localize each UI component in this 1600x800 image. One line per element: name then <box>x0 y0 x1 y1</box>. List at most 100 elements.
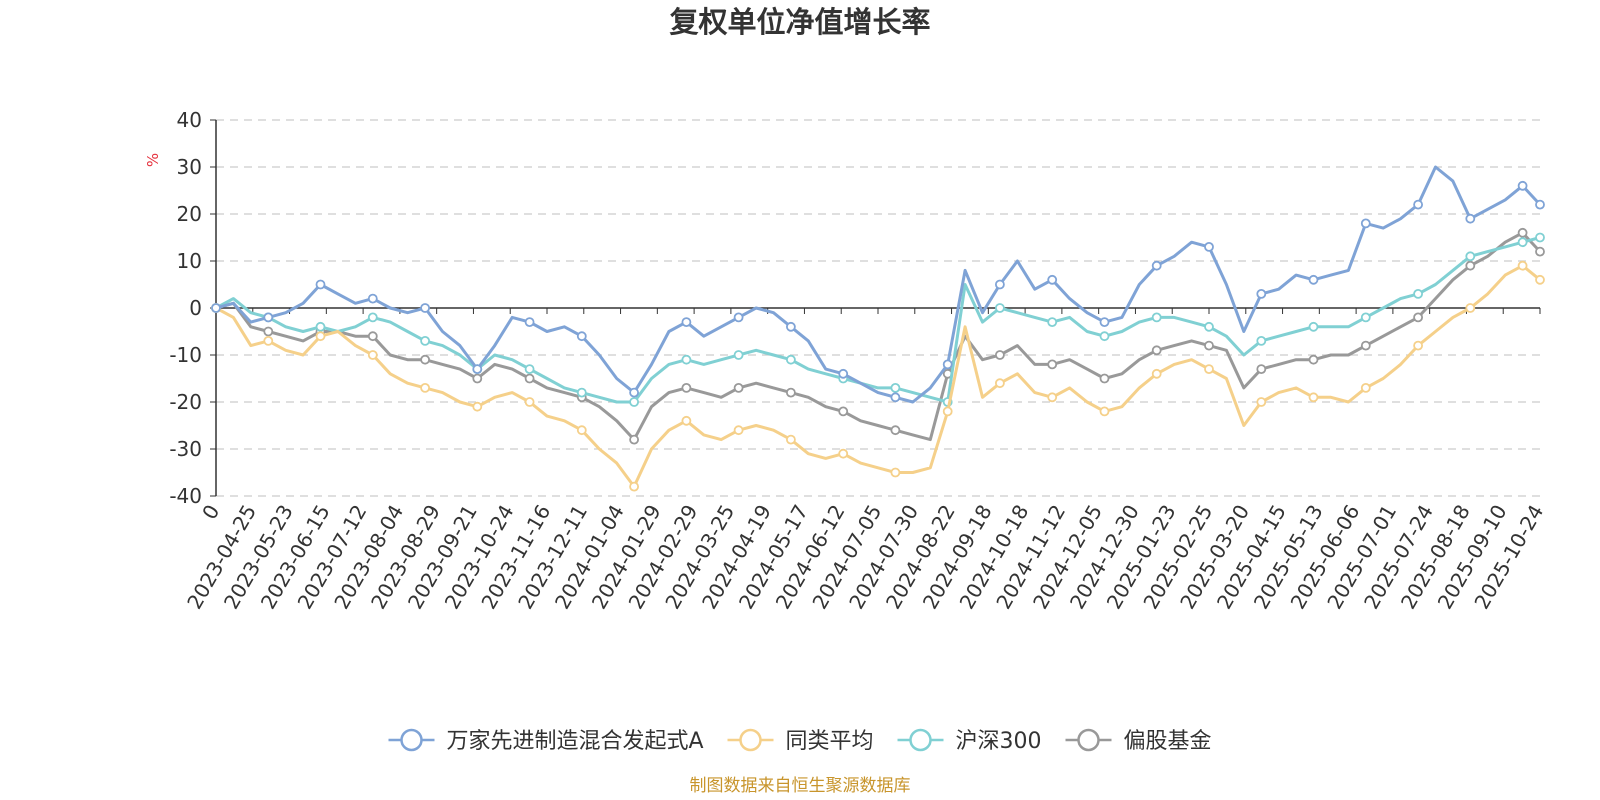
data-point <box>1256 397 1267 407</box>
series-line <box>215 165 1542 404</box>
series-lines <box>211 165 1545 492</box>
grid-lines <box>216 119 1540 497</box>
x-tick-label: 0 <box>197 501 224 524</box>
data-point <box>576 387 587 398</box>
footer-source: 制图数据来自恒生聚源数据库 <box>690 776 911 796</box>
data-point <box>1308 274 1319 285</box>
data-point <box>576 331 587 342</box>
data-point <box>472 401 483 412</box>
data-point <box>1465 303 1476 313</box>
y-tick-label: 20 <box>177 202 202 226</box>
data-point <box>838 406 849 417</box>
data-point <box>420 382 431 393</box>
y-tick-label: 0 <box>189 296 202 320</box>
data-point <box>1256 288 1267 299</box>
y-tick-label: 10 <box>177 249 202 273</box>
data-point <box>1413 340 1423 351</box>
data-point <box>629 481 639 492</box>
data-point <box>733 312 744 323</box>
data-point <box>211 303 221 313</box>
y-tick-label: -30 <box>169 437 202 461</box>
data-point <box>1204 364 1214 375</box>
data-point <box>1308 354 1319 365</box>
data-point <box>1535 232 1545 243</box>
data-point <box>786 321 796 332</box>
data-point <box>681 415 692 426</box>
data-point <box>1047 274 1058 285</box>
data-point <box>1517 227 1528 238</box>
data-point <box>315 331 326 342</box>
data-point <box>367 312 378 323</box>
y-tick-label: -10 <box>169 343 202 367</box>
data-point <box>1256 364 1267 375</box>
data-point <box>1535 274 1545 285</box>
data-point <box>942 406 953 417</box>
data-point <box>681 317 692 328</box>
data-point <box>576 425 587 436</box>
data-point <box>733 382 744 393</box>
data-point <box>1517 237 1528 248</box>
data-point <box>1360 312 1371 323</box>
legend-label: 沪深300 <box>956 729 1042 754</box>
data-point <box>1413 312 1423 323</box>
legend-item[interactable]: 沪深300 <box>897 728 1042 754</box>
data-point <box>1256 335 1267 346</box>
y-ticks: 40 30 20 10 0 -10 -20 -30 -40 <box>169 108 216 508</box>
legend-item[interactable]: 偏股基金 <box>1065 728 1212 754</box>
legend-swatch-marker <box>739 728 762 752</box>
data-point <box>786 434 796 445</box>
data-point <box>1151 368 1162 379</box>
data-point <box>1517 260 1528 271</box>
data-point <box>1413 199 1423 210</box>
data-point <box>1360 382 1371 393</box>
y-tick-label: 30 <box>177 155 202 179</box>
data-point <box>263 326 274 337</box>
data-point <box>420 335 431 346</box>
legend-item[interactable]: 同类平均 <box>727 728 874 754</box>
legend-swatch-marker <box>909 728 932 752</box>
data-point <box>838 448 849 459</box>
y-tick-label: -40 <box>169 484 202 508</box>
data-point <box>995 350 1005 360</box>
data-point <box>367 350 378 360</box>
data-point <box>367 293 378 304</box>
data-point <box>681 354 692 365</box>
data-point <box>1465 260 1476 271</box>
data-point <box>1535 199 1545 210</box>
data-point <box>1204 241 1214 252</box>
data-point <box>472 364 483 375</box>
data-point <box>1204 340 1214 351</box>
data-point <box>1151 345 1162 356</box>
data-point <box>524 373 535 384</box>
legend-swatch-marker <box>1077 728 1100 752</box>
data-point <box>1308 392 1319 403</box>
legend[interactable]: 万家先进制造混合发起式A 同类平均 沪深300 偏股基金 <box>388 728 1212 754</box>
data-point <box>629 387 639 398</box>
data-point <box>629 434 639 445</box>
data-point <box>1099 317 1110 328</box>
data-point <box>1047 359 1058 370</box>
data-point <box>1517 180 1528 191</box>
data-point <box>1465 213 1476 224</box>
chart-title: 复权单位净值增长率 <box>669 5 930 39</box>
data-point <box>995 279 1005 290</box>
data-point <box>733 350 744 360</box>
data-point <box>524 364 535 375</box>
data-point <box>1204 321 1214 332</box>
y-tick-label: 40 <box>177 108 202 132</box>
data-point <box>1413 288 1423 299</box>
data-point <box>995 378 1005 389</box>
data-point <box>420 354 431 365</box>
data-point <box>733 425 744 436</box>
data-point <box>890 392 901 403</box>
data-point <box>263 335 274 346</box>
legend-item[interactable]: 万家先进制造混合发起式A <box>388 728 704 754</box>
data-point <box>472 373 483 384</box>
data-point <box>1151 312 1162 323</box>
data-point <box>420 303 431 313</box>
data-point <box>315 279 326 290</box>
data-point <box>890 467 901 478</box>
data-point <box>1465 251 1476 262</box>
legend-label: 同类平均 <box>786 729 874 754</box>
